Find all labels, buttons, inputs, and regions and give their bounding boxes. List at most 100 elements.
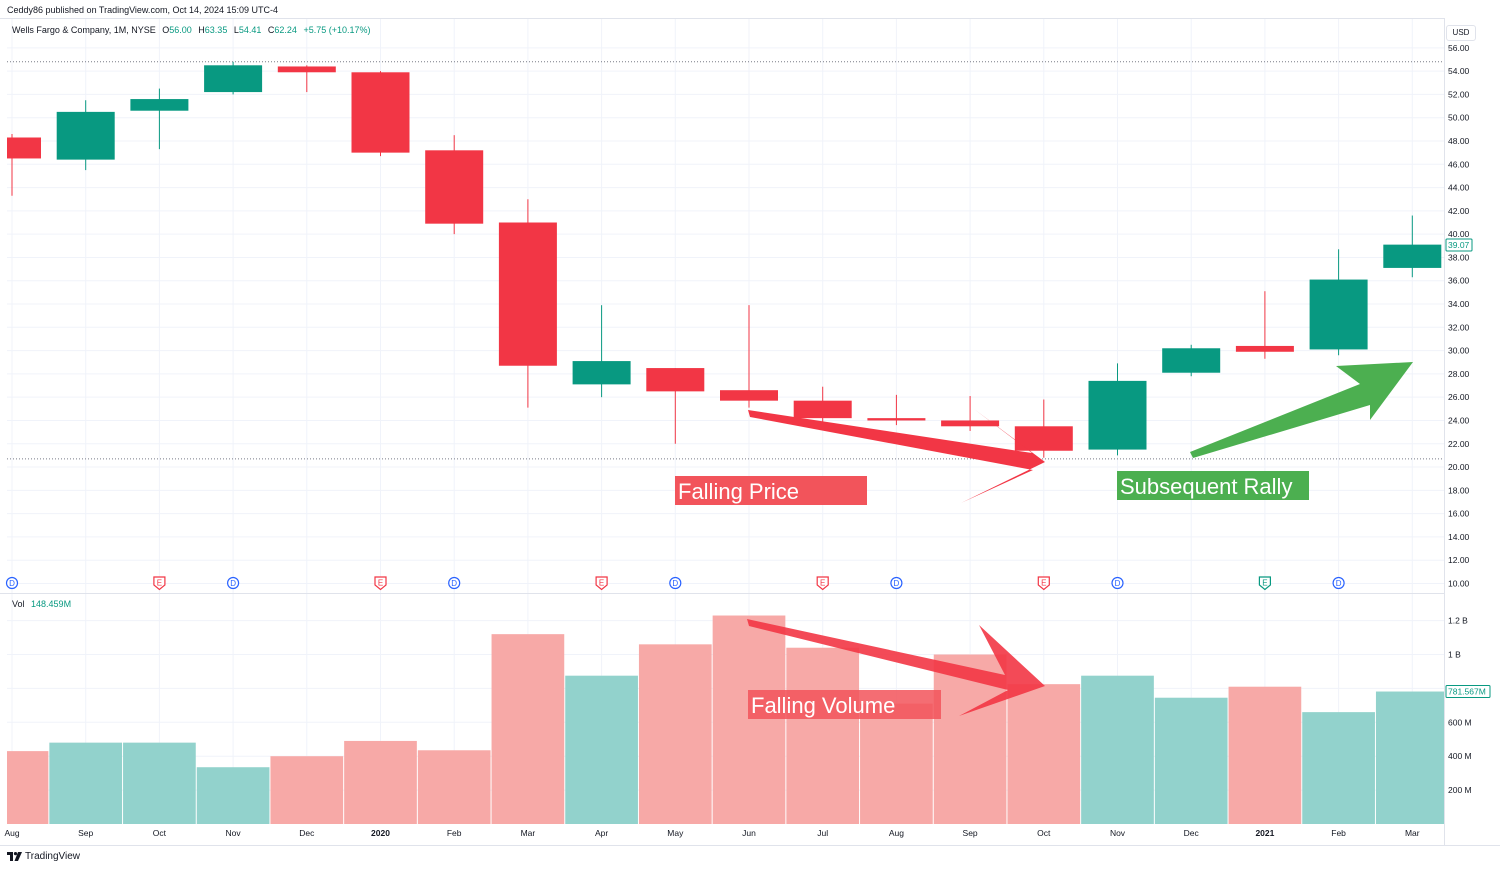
earnings-event-letter: E [1262,579,1267,588]
falling-volume-arrow[interactable] [747,619,1045,716]
dividend-event-letter: D [230,579,236,588]
rally-arrow[interactable] [1190,362,1413,458]
volume-bar[interactable] [417,750,491,824]
time-tick-label: 2020 [371,828,390,838]
volume-bar[interactable] [1302,712,1375,824]
earnings-event-letter: E [599,579,604,588]
volume-bar[interactable] [860,703,933,824]
time-tick-label: Mar [1405,828,1420,838]
candle-body[interactable] [1383,244,1442,268]
candle-body[interactable] [56,111,115,160]
candle-body[interactable] [867,418,926,421]
candle-body[interactable] [498,222,557,366]
volume-bar[interactable] [196,767,270,824]
time-tick-label: Feb [447,828,462,838]
time-tick-label: Nov [226,828,242,838]
tradingview-logo-icon [7,852,22,861]
dividend-event-icon[interactable] [890,576,903,590]
price-tick-label: 54.00 [1448,66,1470,76]
candle-body[interactable] [941,420,1000,427]
last-volume-tag[interactable] [1445,685,1491,699]
candle-body[interactable] [1235,345,1294,352]
time-tick-label: Oct [1037,828,1051,838]
earnings-event-icon[interactable] [374,576,387,591]
price-tick-label: 10.00 [1448,579,1470,589]
volume-bar[interactable] [565,675,638,824]
price-tick-label: 38.00 [1448,252,1470,262]
earnings-event-letter: E [157,579,162,588]
subsequent-rally-label: Subsequent Rally [1120,474,1292,499]
earnings-event-icon[interactable] [595,576,608,591]
dividend-event-icon[interactable] [448,576,461,590]
volume-tick-label: 200 M [1448,785,1472,795]
candle-body[interactable] [1088,380,1147,450]
candle-body[interactable] [1309,279,1368,350]
candle-body[interactable] [646,368,705,392]
dividend-event-icon[interactable] [227,576,240,590]
candle-body[interactable] [720,390,778,401]
volume-bar[interactable] [712,615,786,824]
candle-body[interactable] [204,65,263,93]
price-axis[interactable] [1444,18,1500,845]
currency-button[interactable]: USD [1446,25,1476,41]
falling-price-label: Falling Price [678,479,799,504]
volume-bar[interactable] [1154,697,1228,824]
earnings-event-icon[interactable] [1037,576,1050,591]
last-volume-label: 781.567M [1448,687,1486,697]
dividend-event-icon[interactable] [1332,576,1345,590]
time-tick-label: Aug [889,828,904,838]
candle-body[interactable] [1162,348,1221,373]
dividend-event-icon[interactable] [669,576,682,590]
price-tick-label: 34.00 [1448,299,1470,309]
earnings-event-icon[interactable] [1258,576,1271,591]
candle-body[interactable] [130,99,189,111]
volume-bar[interactable] [1081,675,1154,824]
price-tick-label: 56.00 [1448,43,1470,53]
volume-tick-label: 400 M [1448,751,1472,761]
candle-body[interactable] [351,72,410,153]
candle-body[interactable] [793,400,852,419]
volume-bar[interactable] [1007,684,1081,824]
falling-price-label-box[interactable] [675,476,867,505]
volume-bar[interactable] [344,740,417,824]
earnings-event-icon[interactable] [153,576,166,591]
volume-bar[interactable] [270,756,344,824]
symbol-legend[interactable]: Wells Fargo & Company, 1M, NYSE O56.00 H… [12,25,371,35]
dividend-event-icon[interactable] [1111,576,1124,590]
volume-bar[interactable] [7,751,49,824]
falling-price-arrow[interactable] [748,409,1045,503]
price-pane[interactable] [7,18,1444,593]
earnings-event-icon[interactable] [816,576,829,591]
volume-bar[interactable] [49,742,123,824]
last-price-tag[interactable] [1445,238,1473,252]
dividend-event-icon[interactable] [5,576,19,590]
candle-body[interactable] [572,361,631,385]
falling-volume-label-box[interactable] [748,690,941,719]
time-tick-label: Nov [1110,828,1126,838]
price-tick-label: 52.00 [1448,89,1470,99]
volume-legend[interactable]: Vol 148.459M [12,599,71,609]
time-tick-label: Sep [78,828,93,838]
time-tick-label: Jun [742,828,756,838]
volume-bar[interactable] [1375,691,1444,824]
time-tick-label: Dec [1184,828,1200,838]
time-tick-label: May [667,828,684,838]
volume-bar[interactable] [123,742,196,824]
last-price-label: 39.07 [1448,240,1470,250]
time-tick-label: Feb [1331,828,1346,838]
price-tick-label: 36.00 [1448,276,1470,286]
change-value: +5.75 (+10.17%) [303,25,371,35]
volume-bar[interactable] [638,644,712,824]
candle-body[interactable] [425,150,484,224]
volume-bar[interactable] [786,647,860,824]
price-tick-label: 30.00 [1448,346,1470,356]
candle-body[interactable] [7,137,41,159]
tradingview-brand[interactable]: TradingView [7,851,80,862]
volume-bar[interactable] [1228,686,1302,824]
candle-body[interactable] [277,66,336,73]
candle-body[interactable] [1014,426,1073,451]
subsequent-rally-label-box[interactable] [1117,471,1309,500]
volume-bar[interactable] [491,634,565,824]
price-tick-label: 42.00 [1448,206,1470,216]
